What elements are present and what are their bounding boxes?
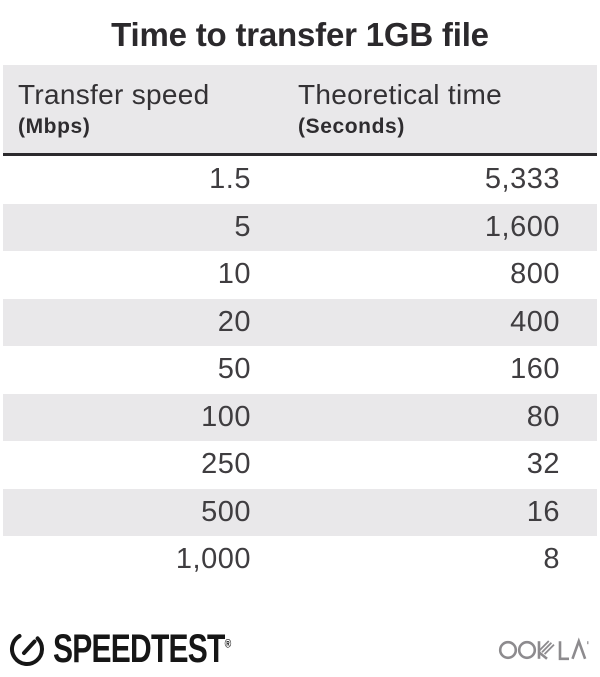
table-header-row: Transfer speed (Mbps) Theoretical time (… xyxy=(3,65,597,156)
ookla-letter-a xyxy=(571,636,587,659)
speed-cell: 100 xyxy=(201,400,251,433)
ookla-logo xyxy=(498,636,590,662)
time-cell: 32 xyxy=(526,448,560,481)
speed-cell: 500 xyxy=(201,495,251,528)
table-row: 10 800 xyxy=(3,251,597,299)
ookla-letter-o1 xyxy=(498,640,518,659)
time-cell: 800 xyxy=(510,258,560,291)
time-cell: 80 xyxy=(526,400,560,433)
column-unit: (Mbps) xyxy=(18,115,91,138)
speed-cell: 250 xyxy=(201,448,251,481)
time-cell: 160 xyxy=(510,353,560,386)
table-row: 50 160 xyxy=(3,346,597,394)
time-cell: 16 xyxy=(526,495,560,528)
page-title: Time to transfer 1GB file xyxy=(111,16,489,53)
footer: SPEEDTEST® xyxy=(8,627,590,672)
speedtest-wordmark: SPEEDTEST® xyxy=(53,627,231,672)
speed-cell: 1,000 xyxy=(175,543,251,576)
ookla-k-hatch-2 xyxy=(541,641,553,653)
speed-cell: 1.5 xyxy=(209,163,251,196)
table-row: 20 400 xyxy=(3,298,597,346)
speedtest-label: SPEEDTEST xyxy=(53,626,225,671)
table-row: 500 16 xyxy=(3,488,597,536)
column-header-transfer-speed: Transfer speed (Mbps) xyxy=(3,78,280,140)
transfer-time-table: Transfer speed (Mbps) Theoretical time (… xyxy=(3,65,597,584)
ookla-letter-l xyxy=(558,640,569,660)
column-label: Theoretical time xyxy=(298,79,502,110)
registered-trademark-mark: ® xyxy=(224,636,232,651)
column-label: Transfer speed xyxy=(18,79,210,110)
ookla-k-hatch-3 xyxy=(543,643,555,655)
table-row: 100 80 xyxy=(3,393,597,441)
speed-cell: 20 xyxy=(217,305,251,338)
table-body: 1.5 5,333 5 1,600 10 800 20 400 50 160 1… xyxy=(3,156,597,584)
time-cell: 8 xyxy=(543,543,560,576)
column-header-theoretical-time: Theoretical time (Seconds) xyxy=(280,78,597,140)
time-cell: 1,600 xyxy=(484,210,560,243)
table-row: 1,000 8 xyxy=(3,536,597,584)
speed-cell: 50 xyxy=(217,353,251,386)
speedtest-logo: SPEEDTEST® xyxy=(8,627,291,672)
speedtest-gauge-icon xyxy=(8,630,46,668)
table-row: 5 1,600 xyxy=(3,203,597,251)
time-cell: 5,333 xyxy=(484,163,560,196)
time-cell: 400 xyxy=(510,305,560,338)
table-row: 250 32 xyxy=(3,441,597,489)
speed-cell: 5 xyxy=(234,210,251,243)
speed-cell: 10 xyxy=(217,258,251,291)
table-row: 1.5 5,333 xyxy=(3,156,597,204)
ookla-letter-o2 xyxy=(517,640,537,659)
ookla-k-leg xyxy=(538,651,548,660)
ookla-k-hatch-1 xyxy=(538,639,550,651)
column-unit: (Seconds) xyxy=(298,115,405,138)
